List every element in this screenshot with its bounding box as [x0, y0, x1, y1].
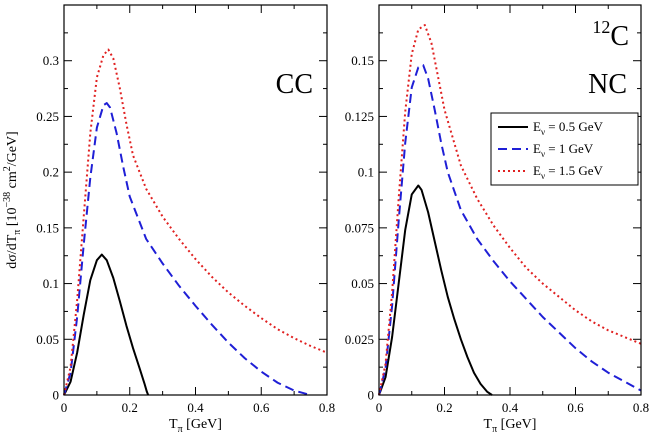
x-tick-label: 0	[61, 400, 68, 415]
x-tick-label: 0.6	[253, 400, 270, 415]
y-tick-label: 0.25	[36, 109, 59, 124]
y-tick-label: 0.05	[351, 276, 374, 291]
series-line-e0p5	[378, 184, 493, 396]
panel-label: NC	[588, 69, 627, 100]
y-axis-title: dσ/dTπ [10−38 cm2/GeV]	[2, 131, 23, 268]
x-tick-label: 0.8	[633, 400, 649, 415]
x-tick-label: 0.2	[122, 400, 138, 415]
y-tick-label: 0.3	[43, 53, 59, 68]
x-tick-label: 0.4	[502, 400, 519, 415]
y-tick-label: 0.15	[351, 53, 374, 68]
x-tick-label: 0.8	[319, 400, 335, 415]
x-tick-label: 0.6	[567, 400, 584, 415]
plot-frame	[378, 4, 642, 396]
plot-frame	[63, 4, 328, 396]
y-tick-label: 0	[368, 388, 375, 403]
x-tick-label: 0.2	[436, 400, 452, 415]
y-tick-label: 0.1	[358, 165, 374, 180]
y-tick-label: 0.025	[345, 332, 374, 347]
panel-label: CC	[276, 69, 313, 100]
y-tick-label: 0.05	[36, 332, 59, 347]
legend-entry-label: Eν = 0.5 GeV	[533, 119, 604, 137]
series-line-e1p5	[378, 24, 642, 396]
legend-entry-label: Eν = 1 GeV	[533, 141, 594, 159]
x-tick-label: 0	[376, 400, 383, 415]
legend-entry-label: Eν = 1.5 GeV	[533, 163, 604, 181]
y-tick-label: 0.2	[43, 165, 59, 180]
x-tick-label: 0.4	[187, 400, 204, 415]
series-line-e1	[378, 64, 642, 396]
y-tick-label: 0.125	[345, 109, 374, 124]
y-tick-label: 0.075	[345, 220, 374, 235]
series-line-e1p5	[63, 48, 328, 396]
series-line-e1	[63, 102, 311, 396]
x-axis-title: Tπ [GeV]	[484, 417, 537, 435]
y-tick-label: 0.15	[36, 220, 59, 235]
nucleus-label: 12C	[592, 17, 629, 52]
y-tick-label: 0	[53, 388, 60, 403]
series-line-e0p5	[63, 253, 150, 396]
y-tick-label: 0.1	[43, 276, 59, 291]
legend: Eν = 0.5 GeV Eν = 1 GeV Eν = 1.5 GeV	[490, 112, 639, 186]
x-axis-title: Tπ [GeV]	[169, 417, 222, 435]
panel-nc: 0 0.2 0.4 0.6 0.8 0 0.025 0.05 0.075 0.1 0.125 0.15…	[345, 4, 649, 435]
panel-cc: 0 0.2 0.4 0.6 0.8 0 0.05 0.1 0.15 0.2 0.25 0.3 Tπ [G…	[2, 4, 335, 435]
